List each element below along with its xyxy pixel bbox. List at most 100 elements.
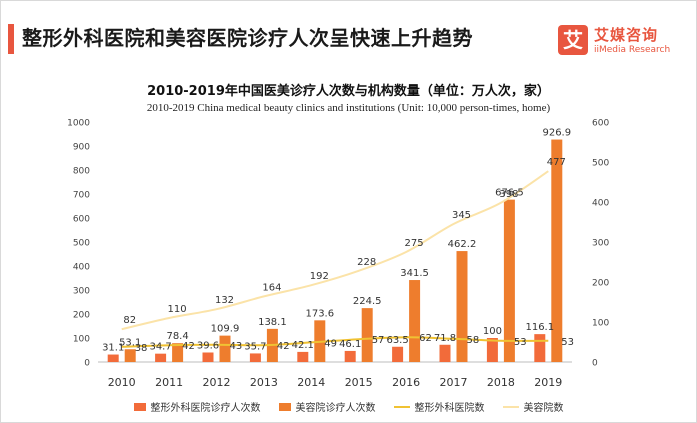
y-left-tick-label: 100 bbox=[73, 335, 90, 345]
chart-legend: 整形外科医院诊疗人次数 美容院诊疗人次数 整形外科医院数 美容院数 bbox=[0, 399, 697, 414]
data-label-beauty-visits: 926.9 bbox=[542, 128, 571, 139]
y-right-tick-label: 400 bbox=[592, 199, 609, 209]
data-label-plastic-hospitals: 62 bbox=[419, 333, 432, 344]
legend-label: 美容院数 bbox=[523, 403, 564, 414]
legend-item-plastic-hospitals: 整形外科医院数 bbox=[393, 399, 485, 414]
data-label-beauty-hospitals: 132 bbox=[215, 295, 234, 306]
y-left-tick-label: 400 bbox=[73, 263, 90, 273]
logo-name-en: iiMedia Research bbox=[594, 45, 671, 55]
logo-mark: 艾 bbox=[558, 25, 588, 55]
y-left-tick-label: 1000 bbox=[67, 119, 90, 129]
bar-beauty-visits bbox=[361, 308, 373, 362]
bar-beauty-visits bbox=[503, 199, 515, 362]
bar-beauty-visits bbox=[551, 139, 563, 362]
data-label-beauty-hospitals: 192 bbox=[310, 271, 329, 282]
bar-plastic-visits bbox=[486, 338, 498, 362]
x-tick-label: 2016 bbox=[392, 376, 420, 389]
data-label-plastic-visits: 42.1 bbox=[292, 340, 314, 351]
data-label-plastic-hospitals: 53 bbox=[514, 337, 527, 348]
bar-beauty-visits bbox=[124, 349, 136, 362]
page-title: 整形外科医院和美容医院诊疗人次呈快速上升趋势 bbox=[22, 26, 473, 50]
data-label-beauty-hospitals: 228 bbox=[357, 257, 376, 268]
bar-plastic-visits bbox=[439, 344, 451, 362]
data-label-beauty-visits: 53.1 bbox=[119, 337, 141, 348]
data-label-plastic-hospitals: 53 bbox=[561, 337, 574, 348]
y-right-tick-label: 300 bbox=[592, 239, 609, 249]
data-label-beauty-visits: 78.4 bbox=[166, 331, 188, 342]
y-right-tick-label: 500 bbox=[592, 159, 609, 169]
data-label-beauty-hospitals: 110 bbox=[168, 304, 187, 315]
bar-plastic-visits bbox=[202, 352, 214, 362]
bar-beauty-visits bbox=[456, 251, 468, 362]
y-left-tick-label: 500 bbox=[73, 239, 90, 249]
title-accent-bar bbox=[8, 24, 14, 54]
x-tick-label: 2015 bbox=[345, 376, 373, 389]
bar-plastic-visits bbox=[297, 351, 309, 362]
data-label-plastic-visits: 34.7 bbox=[149, 342, 171, 353]
legend-label: 美容院诊疗人次数 bbox=[295, 403, 376, 414]
data-label-beauty-hospitals: 477 bbox=[547, 157, 566, 168]
bar-plastic-visits bbox=[534, 334, 546, 362]
iimedia-logo: 艾 艾媒咨询 iiMedia Research bbox=[558, 22, 688, 66]
bar-plastic-visits bbox=[107, 354, 119, 362]
legend-label: 整形外科医院诊疗人次数 bbox=[150, 403, 261, 414]
data-label-beauty-visits: 138.1 bbox=[258, 317, 287, 328]
x-tick-label: 2012 bbox=[203, 376, 231, 389]
bar-plastic-visits bbox=[392, 346, 404, 362]
legend-item-beauty-visits: 美容院诊疗人次数 bbox=[278, 399, 376, 414]
data-label-plastic-visits: 116.1 bbox=[525, 322, 554, 333]
data-label-beauty-hospitals: 82 bbox=[123, 315, 136, 326]
data-label-plastic-visits: 39.6 bbox=[197, 340, 219, 351]
bar-plastic-visits bbox=[344, 350, 356, 362]
line-plastic-hospitals bbox=[121, 336, 549, 348]
y-left-tick-label: 200 bbox=[73, 311, 90, 321]
data-label-plastic-visits: 71.8 bbox=[434, 333, 456, 344]
data-label-plastic-visits: 46.1 bbox=[339, 339, 361, 350]
legend-item-plastic-visits: 整形外科医院诊疗人次数 bbox=[133, 399, 261, 414]
legend-item-beauty-hospitals: 美容院数 bbox=[502, 399, 564, 414]
data-label-plastic-hospitals: 38 bbox=[135, 343, 148, 354]
x-tick-label: 2017 bbox=[440, 376, 468, 389]
data-label-beauty-visits: 173.6 bbox=[305, 308, 334, 319]
data-label-plastic-visits: 63.5 bbox=[386, 335, 408, 346]
data-label-beauty-visits: 341.5 bbox=[400, 268, 429, 279]
y-left-tick-label: 800 bbox=[73, 167, 90, 177]
legend-swatch bbox=[278, 402, 291, 411]
x-tick-label: 2014 bbox=[297, 376, 325, 389]
data-label-plastic-hospitals: 42 bbox=[277, 341, 290, 352]
line-beauty-hospitals bbox=[121, 170, 549, 331]
data-label-beauty-visits: 676.5 bbox=[495, 188, 524, 199]
y-left-tick-label: 900 bbox=[73, 143, 90, 153]
y-right-tick-label: 0 bbox=[592, 359, 598, 369]
data-label-beauty-visits: 224.5 bbox=[353, 296, 382, 307]
data-label-beauty-visits: 462.2 bbox=[448, 239, 477, 250]
bar-beauty-visits bbox=[219, 335, 231, 362]
data-label-beauty-hospitals: 164 bbox=[262, 282, 281, 293]
chart-subtitle: 2010-2019 China medical beauty clinics a… bbox=[146, 102, 551, 114]
data-label-beauty-hospitals: 275 bbox=[405, 238, 424, 249]
data-label-plastic-visits: 35.7 bbox=[244, 341, 266, 352]
y-right-tick-label: 600 bbox=[592, 119, 609, 129]
x-tick-label: 2011 bbox=[155, 376, 183, 389]
x-tick-label: 2010 bbox=[108, 376, 136, 389]
chart-title: 2010-2019年中国医美诊疗人次数与机构数量（单位：万人次，家） bbox=[147, 84, 550, 99]
legend-swatch bbox=[133, 402, 146, 411]
y-left-tick-label: 700 bbox=[73, 191, 90, 201]
data-label-plastic-visits: 100 bbox=[483, 326, 502, 337]
data-label-plastic-hospitals: 49 bbox=[324, 338, 337, 349]
bar-plastic-visits bbox=[249, 353, 261, 362]
data-label-beauty-hospitals: 345 bbox=[452, 210, 471, 221]
x-tick-label: 2019 bbox=[534, 376, 562, 389]
legend-swatch bbox=[393, 405, 410, 408]
data-label-beauty-hospitals: 398 bbox=[499, 189, 518, 200]
bar-beauty-visits bbox=[409, 280, 421, 362]
y-right-tick-label: 200 bbox=[592, 279, 609, 289]
data-label-plastic-hospitals: 58 bbox=[467, 335, 480, 346]
data-label-plastic-visits: 31.1 bbox=[102, 343, 124, 354]
y-left-tick-label: 300 bbox=[73, 287, 90, 297]
bar-beauty-visits bbox=[172, 343, 184, 362]
logo-name-cn: 艾媒咨询 bbox=[594, 26, 659, 44]
bar-plastic-visits bbox=[155, 353, 167, 362]
y-left-tick-label: 600 bbox=[73, 215, 90, 225]
